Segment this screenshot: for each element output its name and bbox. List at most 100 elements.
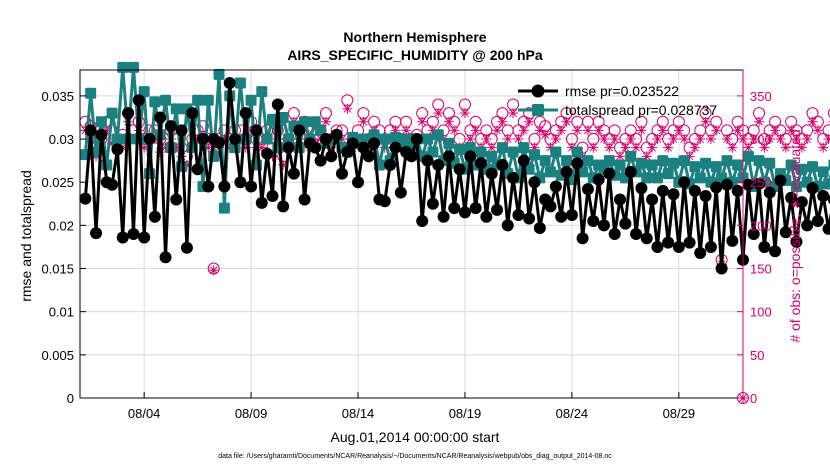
evaluated-obs-marker — [812, 125, 823, 136]
rmse-point — [801, 219, 814, 232]
rmse-point — [293, 124, 306, 137]
rmse-point — [79, 192, 92, 205]
evaluated-obs-marker — [572, 125, 583, 136]
totalspread-point — [95, 116, 107, 128]
rmse-point — [480, 210, 493, 223]
totalspread-point — [464, 142, 476, 154]
evaluated-obs-marker — [449, 125, 460, 136]
rmse-point — [239, 107, 252, 120]
totalspread-point — [283, 133, 295, 145]
totalspread-point — [106, 107, 118, 119]
rmse-point — [523, 212, 536, 225]
totalspread-point — [138, 86, 150, 98]
totalspread-point — [764, 157, 776, 169]
rmse-point — [517, 154, 530, 167]
rmse-point — [277, 200, 290, 213]
rmse-point — [245, 180, 258, 193]
rmse-point — [811, 215, 824, 228]
totalspread-point — [234, 77, 246, 89]
evaluated-obs-marker — [695, 134, 706, 145]
rmse-point — [790, 235, 803, 248]
totalspread-point — [192, 94, 204, 106]
rmse-point — [314, 154, 327, 167]
evaluated-obs-marker — [780, 142, 791, 153]
totalspread-point — [85, 87, 97, 99]
evaluated-obs-marker — [796, 142, 807, 153]
totalspread-point — [790, 181, 802, 193]
rmse-point — [175, 124, 188, 137]
rmse-point — [111, 143, 124, 156]
rmse-point — [138, 231, 151, 244]
rmse-point — [795, 196, 808, 209]
totalspread-point — [817, 166, 829, 178]
y-tick-label: 0.01 — [49, 305, 74, 320]
rmse-point — [688, 184, 701, 197]
rmse-point — [469, 202, 482, 215]
rmse-point — [170, 193, 183, 206]
rmse-point — [148, 210, 161, 223]
rmse-point — [603, 167, 616, 180]
rmse-point — [587, 215, 600, 228]
totalspread-point — [571, 146, 583, 158]
totalspread-point — [700, 157, 712, 169]
right-y-tick-label: 200 — [750, 218, 772, 233]
totalspread-point — [753, 155, 765, 167]
rmse-point — [341, 146, 354, 158]
evaluated-obs-marker — [689, 142, 700, 153]
rmse-point — [672, 240, 685, 253]
rmse-point — [630, 228, 643, 240]
rmse-point — [710, 181, 723, 194]
totalspread-point — [160, 94, 172, 106]
evaluated-obs-marker — [278, 159, 289, 170]
rmse-point — [528, 176, 541, 189]
rmse-point — [597, 219, 610, 232]
totalspread-point — [202, 94, 214, 106]
rmse-point — [213, 136, 226, 149]
evaluated-obs-marker — [502, 134, 513, 145]
totalspread-point — [635, 157, 647, 169]
rmse-point — [619, 217, 632, 230]
totalspread-point — [742, 150, 754, 162]
totalspread-point — [694, 172, 706, 184]
rmse-point — [164, 120, 177, 133]
y-tick-label: 0.015 — [41, 262, 74, 277]
rmse-point — [453, 163, 466, 176]
evaluated-obs-marker — [743, 142, 754, 153]
evaluated-obs-marker — [433, 108, 444, 119]
x-tick-label: 08/24 — [556, 406, 589, 421]
rmse-point — [202, 180, 215, 193]
evaluated-obs-marker — [524, 116, 535, 127]
evaluated-obs-marker — [786, 125, 797, 136]
rmse-point — [464, 150, 477, 163]
evaluated-obs-marker — [588, 142, 599, 153]
rmse-point — [576, 232, 589, 245]
totalspread-point — [518, 142, 530, 154]
totalspread-point — [785, 159, 797, 171]
rmse-point — [266, 190, 279, 203]
rmse-point — [234, 176, 247, 189]
legend-totalspread-marker — [532, 104, 544, 116]
rmse-point — [651, 240, 664, 253]
evaluated-obs-marker — [240, 142, 251, 153]
totalspread-point — [218, 202, 230, 214]
totalspread-point — [368, 129, 380, 141]
rmse-point — [368, 137, 381, 150]
rmse-point — [747, 228, 760, 240]
rmse-point — [512, 209, 525, 222]
rmse-point — [581, 183, 594, 196]
evaluated-obs-marker — [625, 134, 636, 145]
totalspread-point — [807, 161, 819, 173]
rmse-point — [116, 231, 129, 244]
evaluated-obs-marker — [711, 125, 722, 136]
rmse-point — [656, 184, 669, 197]
totalspread-point — [427, 146, 439, 158]
rmse-point — [806, 182, 819, 195]
rmse-point — [822, 222, 830, 235]
rmse-point — [437, 210, 450, 223]
totalspread-point — [213, 68, 225, 80]
totalspread-point — [245, 94, 257, 106]
evaluated-obs-marker — [615, 151, 626, 162]
rmse-point — [416, 215, 429, 228]
totalspread-point — [256, 86, 268, 98]
rmse-point — [132, 94, 145, 107]
